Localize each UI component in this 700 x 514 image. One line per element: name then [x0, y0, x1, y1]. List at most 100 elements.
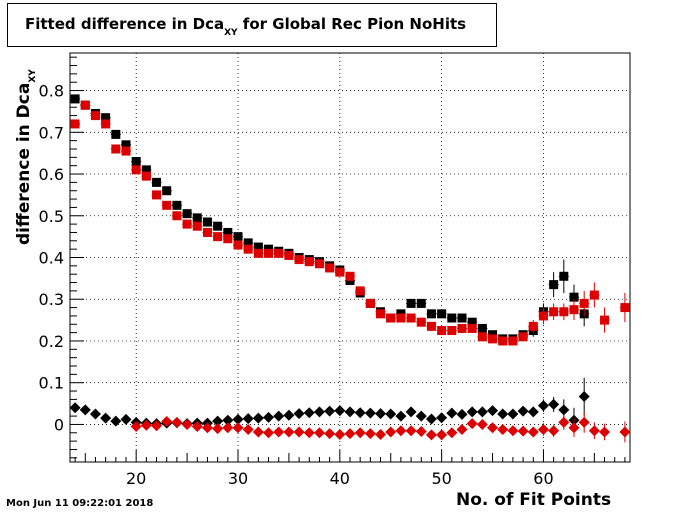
data-point [425, 429, 437, 441]
data-point [467, 323, 477, 333]
data-point [344, 406, 356, 418]
data-point [446, 427, 458, 439]
data-point [619, 426, 631, 438]
data-point [111, 144, 121, 154]
data-point [294, 255, 304, 265]
data-point [152, 177, 162, 187]
data-point [324, 405, 336, 417]
data-point [202, 227, 212, 237]
data-point [293, 408, 305, 420]
data-point [457, 313, 467, 323]
data-point [212, 415, 224, 427]
data-point [233, 232, 243, 242]
data-point [101, 119, 111, 129]
x-tick-label: 30 [228, 469, 248, 488]
data-point [426, 309, 436, 319]
data-point [273, 426, 285, 438]
x-tick-label: 60 [533, 469, 553, 488]
y-tick-label: 0.7 [39, 123, 64, 142]
chart-title: Fitted difference in DcaXY for Global Re… [25, 15, 467, 38]
data-point [589, 290, 599, 300]
data-point [375, 408, 387, 420]
data-point [283, 409, 295, 421]
data-point [436, 412, 448, 424]
data-point [80, 100, 90, 110]
data-point [223, 227, 233, 237]
y-tick-label: 0.4 [39, 249, 64, 268]
data-point [498, 336, 508, 346]
data-point [527, 406, 539, 418]
data-point [162, 200, 172, 210]
data-point [395, 425, 407, 437]
y-tick-label: 0.1 [39, 374, 64, 393]
data-point [335, 267, 345, 277]
data-point [446, 407, 458, 419]
data-point [263, 411, 275, 423]
data-point [549, 307, 559, 317]
data-point [242, 423, 254, 435]
data-point [232, 422, 244, 434]
data-point [313, 427, 325, 439]
data-point [325, 263, 335, 273]
data-point [69, 402, 81, 414]
data-point [131, 165, 141, 175]
data-point [252, 412, 264, 424]
data-point [364, 407, 376, 419]
data-point [213, 221, 223, 231]
data-point [284, 250, 294, 260]
y-tick-label: 0.5 [39, 207, 64, 226]
data-point [243, 244, 253, 254]
data-point [334, 405, 346, 417]
data-point [466, 418, 478, 430]
data-point [264, 248, 274, 258]
data-point [620, 303, 630, 313]
data-point [456, 423, 468, 435]
data-point [161, 416, 173, 428]
data-point [425, 413, 437, 425]
data-point [293, 426, 305, 438]
data-point [111, 129, 121, 139]
data-point [110, 415, 122, 427]
data-point [334, 428, 346, 440]
data-point [233, 240, 243, 250]
data-point [416, 317, 426, 327]
data-point [559, 307, 569, 317]
data-point [354, 407, 366, 419]
data-point [212, 423, 224, 435]
data-point [415, 426, 427, 438]
data-point [395, 410, 407, 422]
data-point [528, 321, 538, 331]
y-tick-label: 0.3 [39, 290, 64, 309]
data-point [192, 213, 202, 223]
data-point [415, 410, 427, 422]
data-point [222, 422, 234, 434]
data-point [344, 428, 356, 440]
data-point [518, 332, 528, 342]
data-point [365, 298, 375, 308]
data-point [182, 219, 192, 229]
data-point [121, 146, 131, 156]
data-point [273, 410, 285, 422]
data-point [364, 428, 376, 440]
data-point [437, 326, 447, 336]
data-point [466, 406, 478, 418]
data-point [416, 298, 426, 308]
data-point [579, 298, 589, 308]
data-point [457, 323, 467, 333]
data-point [396, 313, 406, 323]
data-point [549, 280, 559, 290]
data-point [222, 414, 234, 426]
data-point [578, 390, 590, 402]
data-point [172, 211, 182, 221]
data-point [588, 425, 600, 437]
y-tick-label: 0.8 [39, 82, 64, 101]
data-point [385, 426, 397, 438]
data-point [274, 248, 284, 258]
data-point [487, 405, 499, 417]
data-point [151, 420, 163, 432]
data-point [476, 418, 488, 430]
data-point [121, 140, 131, 150]
data-point [355, 286, 365, 296]
data-point [385, 408, 397, 420]
